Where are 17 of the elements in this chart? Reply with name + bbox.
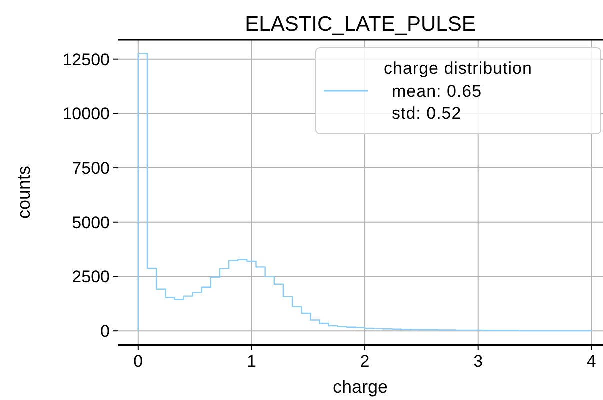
y-tick-label: 7500	[72, 159, 110, 178]
y-tick-label: 10000	[62, 104, 110, 124]
y-tick-label: 5000	[72, 213, 110, 232]
x-tick-label: 2	[360, 352, 370, 371]
text: charge distribution	[384, 59, 532, 78]
y-tick-label: 12500	[62, 50, 110, 70]
x-tick-label: 1	[246, 352, 256, 371]
y-axis-title: counts	[14, 166, 34, 220]
x-tick-label: 4	[586, 352, 596, 371]
y-tick-label: 2500	[72, 268, 110, 287]
annotation: std: 0.52	[392, 104, 462, 123]
x-axis-title: charge	[332, 377, 388, 397]
y-tick-label: 0	[100, 322, 110, 342]
chart-title: ELASTIC_LATE_PULSE	[245, 13, 476, 36]
x-tick-label: 3	[474, 352, 484, 371]
annotation: mean: 0.65	[392, 82, 482, 101]
x-tick-label: 0	[134, 352, 144, 371]
